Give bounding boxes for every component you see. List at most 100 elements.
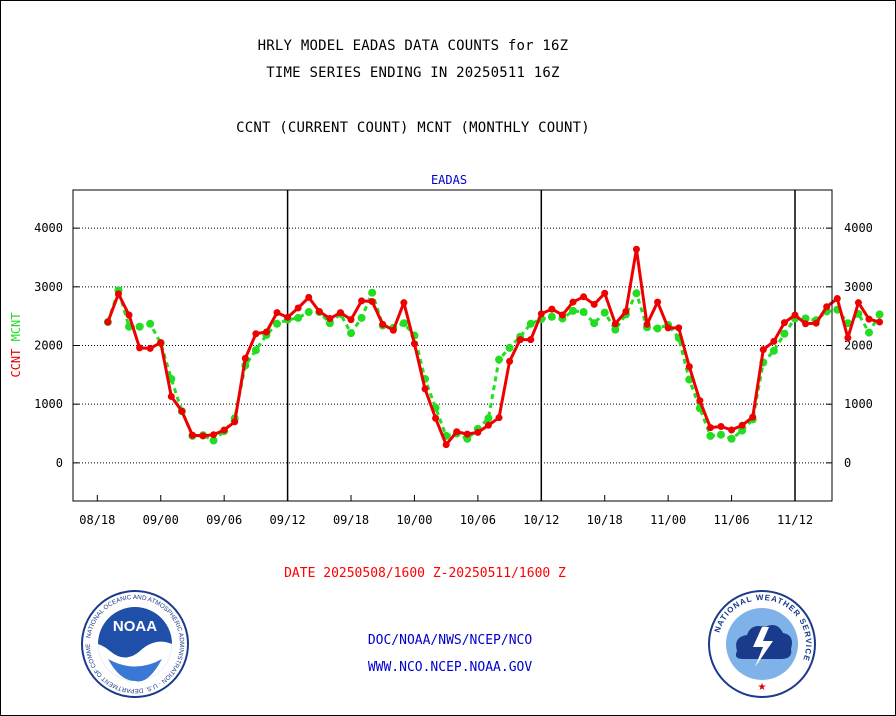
title-line-2: TIME SERIES ENDING IN 20250511 16Z bbox=[266, 65, 560, 81]
data-point-mcnt bbox=[780, 329, 789, 338]
y-axis-label: CCNT MCNT bbox=[9, 312, 23, 377]
data-point-ccnt bbox=[558, 311, 566, 319]
data-point-ccnt bbox=[326, 315, 334, 323]
data-point-mcnt bbox=[146, 319, 155, 328]
data-point-ccnt bbox=[696, 397, 704, 405]
data-point-ccnt bbox=[654, 298, 662, 306]
data-point-ccnt bbox=[876, 318, 884, 326]
data-point-ccnt bbox=[125, 311, 133, 319]
data-point-ccnt bbox=[495, 414, 503, 422]
data-point-mcnt bbox=[579, 308, 588, 317]
data-point-mcnt bbox=[209, 436, 218, 445]
data-point-mcnt bbox=[569, 306, 578, 315]
noaa-logo-icon: NOAA NATIONAL OCEANIC AND ATMOSPHERIC AD… bbox=[80, 589, 189, 698]
data-point-ccnt bbox=[823, 303, 831, 311]
data-point-ccnt bbox=[569, 298, 577, 306]
data-point-ccnt bbox=[759, 346, 767, 354]
series-layer bbox=[103, 245, 884, 449]
x-tick-label: 11/12 bbox=[777, 513, 813, 527]
x-tick-label: 09/12 bbox=[270, 513, 306, 527]
data-point-ccnt bbox=[368, 297, 376, 305]
data-point-ccnt bbox=[791, 311, 799, 319]
data-point-ccnt bbox=[453, 428, 461, 436]
data-point-ccnt bbox=[770, 337, 778, 345]
data-point-ccnt bbox=[210, 431, 218, 439]
data-point-ccnt bbox=[157, 339, 165, 347]
data-point-ccnt bbox=[273, 309, 281, 317]
x-tick-label: 11/06 bbox=[714, 513, 750, 527]
data-point-mcnt bbox=[294, 313, 303, 322]
data-point-ccnt bbox=[358, 297, 366, 305]
data-point-mcnt bbox=[304, 308, 313, 317]
data-point-ccnt bbox=[632, 245, 640, 253]
data-point-ccnt bbox=[548, 305, 556, 313]
date-range: DATE 20250508/1600 Z-20250511/1600 Z bbox=[284, 566, 566, 581]
data-point-mcnt bbox=[653, 324, 662, 333]
data-point-ccnt bbox=[474, 428, 482, 436]
data-point-ccnt bbox=[421, 385, 429, 393]
data-point-ccnt bbox=[262, 328, 270, 336]
data-point-ccnt bbox=[854, 299, 862, 307]
x-tick-label: 09/06 bbox=[206, 513, 242, 527]
data-point-ccnt bbox=[643, 320, 651, 328]
data-point-mcnt bbox=[769, 346, 778, 355]
url-line[interactable]: WWW.NCO.NCEP.NOAA.GOV bbox=[367, 660, 533, 675]
y-tick-label-right: 2000 bbox=[844, 339, 873, 353]
data-point-ccnt bbox=[484, 421, 492, 429]
data-point-ccnt bbox=[389, 326, 397, 334]
y-axis-label-mcnt: MCNT bbox=[9, 312, 23, 341]
data-point-mcnt bbox=[864, 328, 873, 337]
title-line-3: CCNT (CURRENT COUNT) MCNT (MONTHLY COUNT… bbox=[236, 120, 590, 136]
data-point-ccnt bbox=[305, 293, 313, 301]
data-point-mcnt bbox=[875, 310, 884, 319]
data-point-mcnt bbox=[600, 308, 609, 317]
x-tick-label: 11/00 bbox=[650, 513, 686, 527]
data-point-mcnt bbox=[347, 329, 356, 338]
data-point-ccnt bbox=[347, 316, 355, 324]
data-point-ccnt bbox=[400, 299, 408, 307]
data-point-ccnt bbox=[336, 309, 344, 317]
data-point-ccnt bbox=[537, 310, 545, 318]
svg-text:CCNT MCNT: CCNT MCNT bbox=[9, 312, 23, 377]
x-tick-label: 09/00 bbox=[143, 513, 179, 527]
data-point-mcnt bbox=[399, 319, 408, 328]
data-point-ccnt bbox=[136, 344, 144, 352]
plot-frame bbox=[72, 189, 833, 502]
data-point-ccnt bbox=[294, 304, 302, 312]
data-point-mcnt bbox=[738, 426, 747, 435]
data-point-ccnt bbox=[601, 289, 609, 297]
data-point-ccnt bbox=[812, 319, 820, 327]
grid-lines bbox=[73, 190, 832, 501]
data-point-mcnt bbox=[495, 355, 504, 364]
data-point-ccnt bbox=[580, 293, 588, 301]
data-point-ccnt bbox=[252, 330, 260, 338]
svg-text:★: ★ bbox=[758, 682, 767, 693]
plot-title: EADAS bbox=[431, 173, 467, 187]
data-point-ccnt bbox=[167, 393, 175, 401]
y-tick-label-left: 1000 bbox=[34, 397, 63, 411]
x-tick-label: 10/00 bbox=[396, 513, 432, 527]
data-point-ccnt bbox=[199, 432, 207, 440]
data-point-ccnt bbox=[738, 421, 746, 429]
data-point-ccnt bbox=[463, 430, 471, 438]
y-tick-label-right: 3000 bbox=[844, 280, 873, 294]
nws-logo-icon: ★ NATIONAL WEATHER SERVICE bbox=[708, 590, 816, 698]
data-point-ccnt bbox=[749, 413, 757, 421]
x-tick-label: 08/18 bbox=[79, 513, 115, 527]
data-point-mcnt bbox=[484, 414, 493, 423]
org-line: DOC/NOAA/NWS/NCEP/NCO bbox=[367, 633, 533, 648]
x-tick-label: 10/12 bbox=[523, 513, 559, 527]
data-point-ccnt bbox=[611, 320, 619, 328]
data-point-ccnt bbox=[178, 407, 186, 415]
data-point-ccnt bbox=[527, 336, 535, 344]
y-tick-label-left: 2000 bbox=[34, 339, 63, 353]
data-point-ccnt bbox=[685, 363, 693, 371]
axes: 0 0 1000 1000 2000 2000 3000 3000 4000 4000 08/18 0… bbox=[34, 221, 873, 527]
y-axis-label-ccnt: CCNT bbox=[9, 349, 23, 378]
noaa-logo-text: NOAA bbox=[113, 618, 157, 635]
data-point-mcnt bbox=[368, 288, 377, 297]
data-point-ccnt bbox=[844, 334, 852, 342]
x-tick-label: 10/18 bbox=[587, 513, 623, 527]
data-point-ccnt bbox=[717, 422, 725, 430]
